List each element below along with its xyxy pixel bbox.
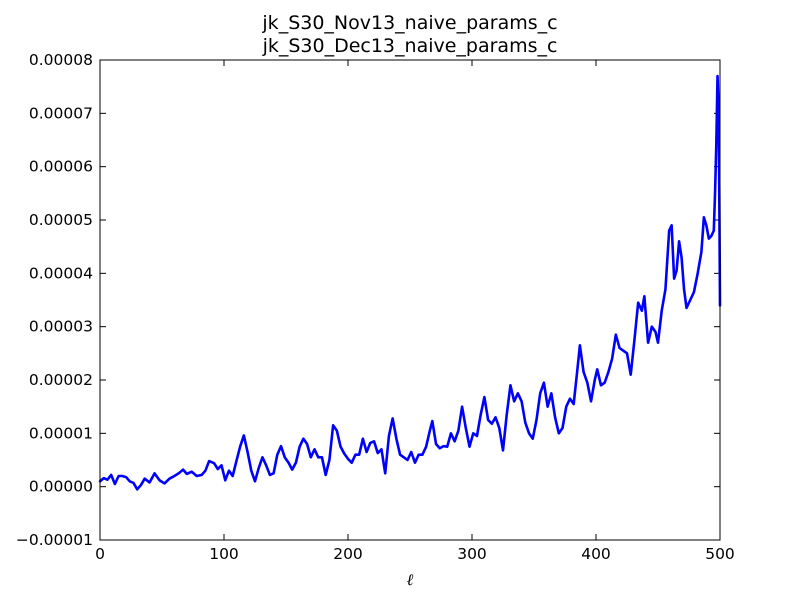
- y-tick-label: 0.00001: [29, 424, 93, 442]
- series-line-0: [98, 74, 722, 491]
- x-tick-label: 400: [581, 545, 611, 563]
- x-axis-label: ℓ: [407, 570, 414, 589]
- y-tick-label: 0.00004: [29, 264, 93, 282]
- y-tick-label: 0.00008: [29, 51, 93, 69]
- x-tick-label: 0: [95, 545, 105, 563]
- y-tick-label: −0.00001: [16, 531, 93, 549]
- tick-labels: 0 100 200 300 400 500 −0.00001 0.00000 0.00001 0.…: [16, 51, 735, 563]
- x-tick-label: 500: [705, 545, 735, 563]
- x-tick-label: 300: [457, 545, 487, 563]
- x-tick-label: 200: [333, 545, 363, 563]
- x-tick-label: 100: [209, 545, 239, 563]
- plot-frame: [99, 59, 721, 541]
- chart-title-line-1: jk_S30_Nov13_naive_params_c: [261, 12, 557, 34]
- y-tick-label: 0.00002: [29, 371, 93, 389]
- y-tick-label: 0.00005: [29, 211, 93, 229]
- series-layer: [98, 74, 722, 491]
- y-tick-label: 0.00000: [29, 478, 93, 496]
- tick-group: [99, 59, 721, 541]
- y-tick-label: 0.00006: [29, 158, 93, 176]
- y-tick-label: 0.00003: [29, 318, 93, 336]
- y-tick-label: 0.00007: [29, 104, 93, 122]
- chart-title-line-2: jk_S30_Dec13_naive_params_c: [262, 35, 558, 57]
